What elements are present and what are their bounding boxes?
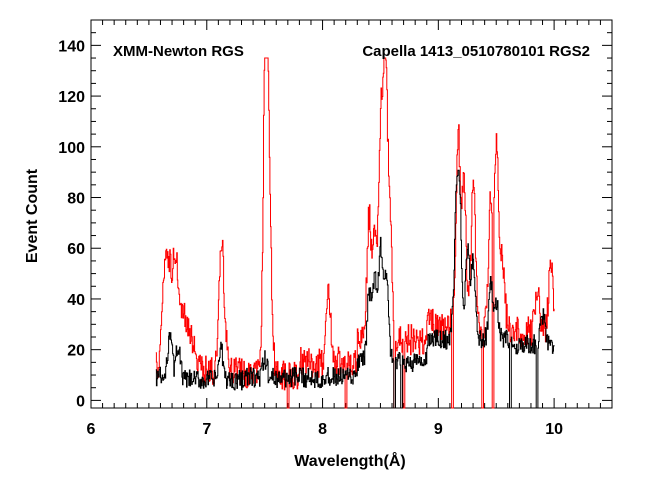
y-tick-label: 140 (58, 38, 85, 55)
annotation-right: Capella 1413_0510780101 RGS2 (362, 43, 590, 60)
series-layer (155, 57, 555, 409)
annotation-left: XMM-Newton RGS (113, 43, 244, 60)
y-tick-label: 20 (67, 343, 85, 360)
y-tick-label: 40 (67, 292, 85, 309)
y-axis: 0 20 40 60 80 100 120 140 (58, 19, 612, 410)
y-axis-label: Event Count (24, 168, 41, 263)
plot-border (90, 19, 613, 409)
x-tick-label: 8 (318, 421, 327, 438)
x-tick-label: 6 (87, 421, 96, 438)
y-tick-label: 120 (58, 89, 85, 106)
plot-frame (90, 19, 613, 409)
x-axis: 6 7 8 9 10 (87, 20, 613, 438)
y-tick-label: 100 (58, 140, 85, 157)
series-red-line (155, 57, 555, 409)
x-tick-label: 10 (545, 421, 563, 438)
y-tick-label: 0 (76, 393, 85, 410)
x-axis-label: Wavelength(Å) (294, 451, 405, 470)
y-tick-label: 60 (67, 241, 85, 258)
x-tick-label: 7 (202, 421, 211, 438)
series-black-line (155, 169, 555, 409)
x-tick-label: 9 (434, 421, 443, 438)
y-tick-label: 80 (67, 191, 85, 208)
